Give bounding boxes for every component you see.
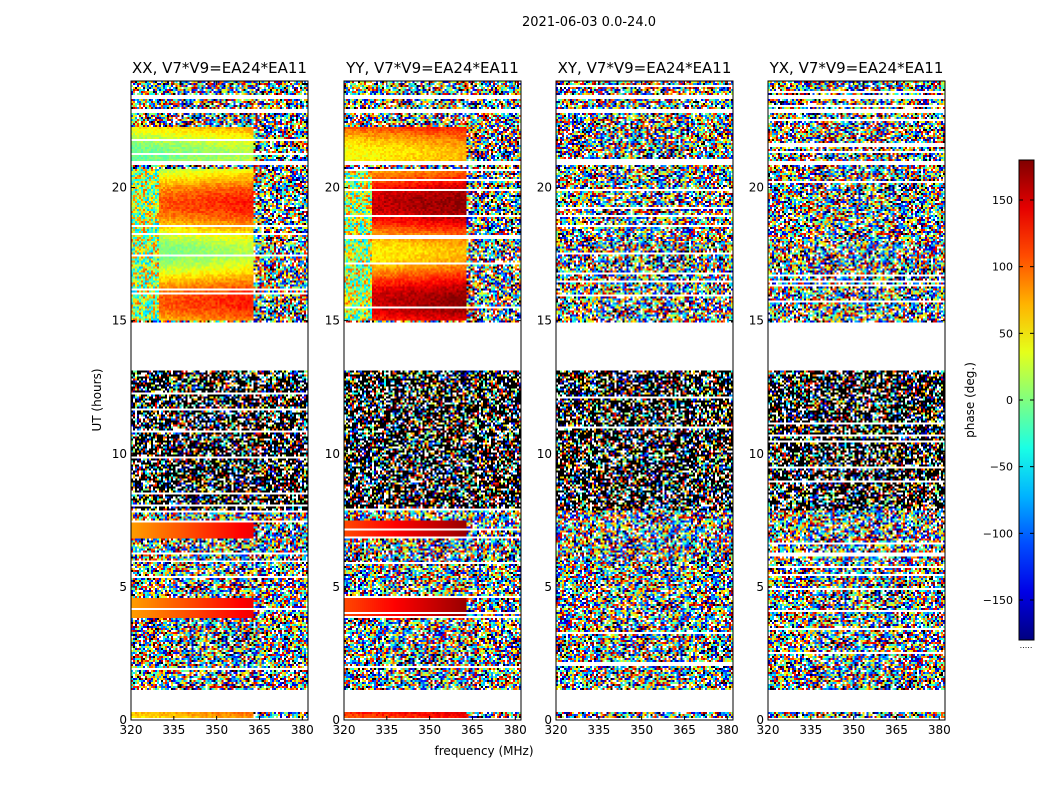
heatmap-xy [556,81,733,720]
panel-title: YX, V7*V9=EA24*EA11 [769,59,944,77]
colorbar-tick-label: 150 [992,194,1013,207]
colorbar-tick-label: −100 [983,527,1013,540]
y-tick-label: 15 [325,314,340,328]
y-tick-label: 10 [537,447,552,461]
panel-title: XY, V7*V9=EA24*EA11 [558,59,732,77]
x-tick-label: 335 [587,723,610,737]
x-tick-label: 365 [248,723,271,737]
heatmap-yy [344,81,521,720]
x-tick-label: 365 [673,723,696,737]
x-tick-label: 380 [504,723,527,737]
panel-frame [555,80,734,721]
panel-yy: YY, V7*V9=EA24*EA11 320 335 350 365 380 0 5 10 15… [325,59,527,737]
x-tick-label: 380 [291,723,314,737]
panel-frame [343,80,522,721]
x-tick-label: 350 [205,723,228,737]
panel-title: XX, V7*V9=EA24*EA11 [132,59,307,77]
colorbar: 150 100 50 0 −50 −100 −150 [983,159,1035,641]
x-tick-label: 320 [333,723,356,737]
y-tick-label: 0 [544,713,552,727]
y-tick-label: 20 [325,181,340,195]
heatmap-yx [768,81,945,720]
x-tick-label: 335 [375,723,398,737]
y-tick-label: 10 [749,447,764,461]
y-tick-label: 20 [112,181,127,195]
colorbar-tick-label: 100 [992,261,1013,274]
x-tick-label: 320 [545,723,568,737]
y-tick-label: 20 [749,181,764,195]
x-tick-label: 320 [757,723,780,737]
y-axis-label: UT (hours) [90,368,104,431]
x-axis-label: frequency (MHz) [434,744,533,758]
y-tick-label: 10 [325,447,340,461]
panel-xx: XX, V7*V9=EA24*EA11 320 335 350 365 380 0 5 10 15… [112,59,314,737]
y-tick-label: 0 [756,713,764,727]
panel-frame [130,80,309,721]
y-tick-label: 15 [749,314,764,328]
x-tick-label: 380 [928,723,951,737]
colorbar-footnote: ..... [1020,641,1033,650]
colorbar-tick-label: 0 [1006,394,1013,407]
x-tick-label: 335 [162,723,185,737]
x-tick-label: 380 [716,723,739,737]
colorbar-tick-label: −50 [990,461,1013,474]
y-tick-label: 20 [537,181,552,195]
y-tick-label: 5 [332,580,340,594]
colorbar-tick-label: −150 [983,594,1013,607]
colorbar-label: phase (deg.) [963,362,977,438]
x-tick-label: 350 [418,723,441,737]
panels: XX, V7*V9=EA24*EA11 320 335 350 365 380 0 5 10 15… [112,59,951,737]
x-tick-label: 320 [120,723,143,737]
x-tick-label: 365 [885,723,908,737]
panel-yx: YX, V7*V9=EA24*EA11 320 335 350 365 380 0 5 10 15… [749,59,951,737]
x-tick-label: 350 [842,723,865,737]
colorbar-tick-label: 50 [999,327,1013,340]
y-tick-label: 5 [544,580,552,594]
x-tick-label: 365 [461,723,484,737]
panel-xy: XY, V7*V9=EA24*EA11 320 335 350 365 380 0 5 10 15… [537,59,739,737]
x-tick-label: 335 [799,723,822,737]
y-tick-label: 15 [112,314,127,328]
x-tick-label: 350 [630,723,653,737]
panel-frame [767,80,946,721]
y-tick-label: 5 [756,580,764,594]
y-tick-label: 15 [537,314,552,328]
figure-title: 2021-06-03 0.0-24.0 [522,15,656,30]
y-tick-label: 0 [332,713,340,727]
heatmap-xx [131,81,308,720]
y-tick-label: 10 [112,447,127,461]
panel-title: YY, V7*V9=EA24*EA11 [345,59,519,77]
y-tick-label: 5 [119,580,127,594]
y-tick-label: 0 [119,713,127,727]
